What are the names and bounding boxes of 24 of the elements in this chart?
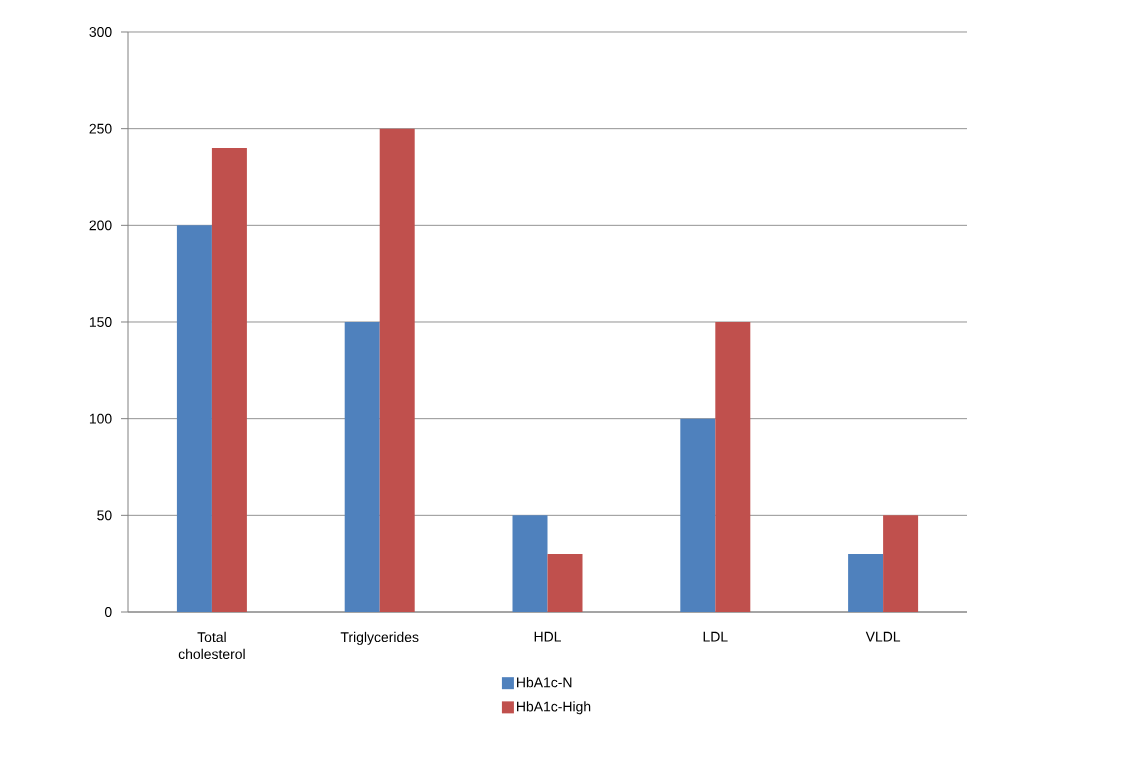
bar — [547, 554, 583, 612]
bar — [211, 147, 247, 612]
bar — [344, 322, 380, 612]
bar — [715, 322, 751, 612]
y-tick-label: 0 — [104, 607, 112, 617]
y-tick-label: 200 — [89, 220, 112, 231]
bar — [176, 225, 212, 612]
x-tick-label: LDL — [703, 631, 728, 642]
bar — [512, 515, 548, 612]
y-tick-label: 300 — [89, 27, 112, 37]
bar — [379, 128, 415, 612]
y-tick-label: 250 — [89, 123, 112, 134]
bar — [848, 554, 884, 612]
x-tick-label: Total cholesterol — [178, 631, 245, 660]
legend-label: HbA1c-N — [517, 677, 572, 688]
bar — [883, 515, 919, 612]
bar — [680, 418, 716, 612]
y-tick-label: 100 — [89, 413, 112, 424]
x-tick-label: VLDL — [865, 631, 901, 642]
legend-label: HbA1c-High — [517, 701, 591, 715]
y-tick-label: 50 — [97, 510, 112, 521]
x-tick-label: Triglycerides — [340, 631, 419, 645]
x-tick-label: HDL — [534, 631, 561, 642]
y-tick-label: 150 — [89, 317, 112, 327]
